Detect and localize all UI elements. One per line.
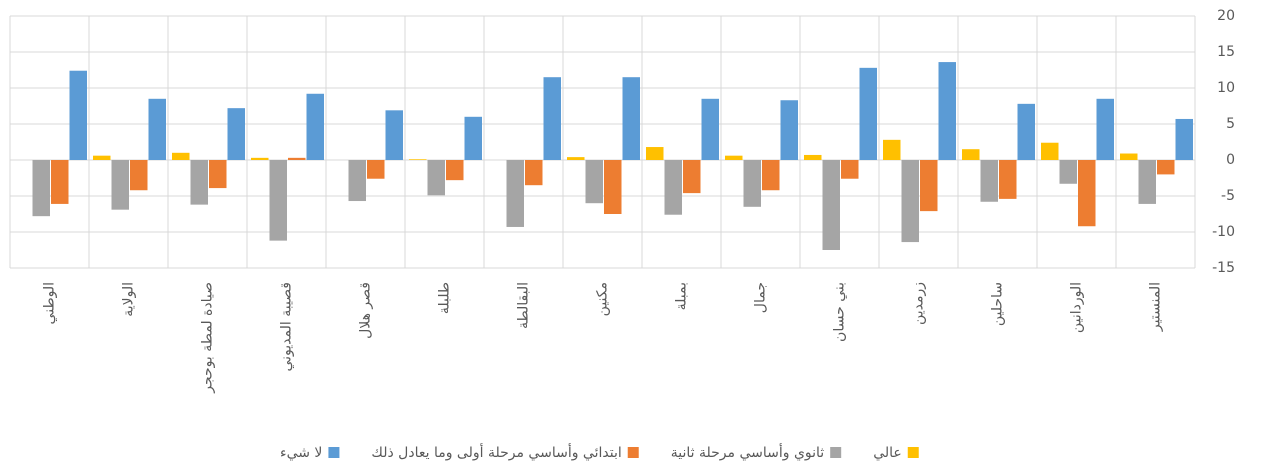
bar xyxy=(822,160,840,250)
bar xyxy=(348,160,366,202)
y-tick-label: 10 xyxy=(1217,80,1235,96)
bar xyxy=(938,62,956,160)
bar xyxy=(1078,160,1096,227)
bar xyxy=(920,160,938,212)
y-tick-label: 0 xyxy=(1226,152,1235,168)
bar xyxy=(172,152,190,160)
x-tick-label: زرمدين xyxy=(911,282,927,325)
x-tick-label: بني حسان xyxy=(832,282,848,342)
bar xyxy=(446,160,464,181)
bar xyxy=(622,77,640,160)
bar xyxy=(427,160,445,196)
legend-label: لا شيء xyxy=(280,445,322,461)
x-tick-label: ساحلين xyxy=(990,282,1006,326)
legend-label: عالي xyxy=(873,445,902,461)
x-tick-label: بمبلة xyxy=(674,282,690,310)
bar xyxy=(683,160,701,194)
bar xyxy=(385,110,403,160)
bar xyxy=(980,160,998,202)
y-tick-label: -5 xyxy=(1221,188,1235,204)
bar xyxy=(664,160,682,215)
bar xyxy=(111,160,129,210)
bar xyxy=(1059,160,1077,184)
x-tick-label: جمال xyxy=(753,282,769,313)
legend-swatch xyxy=(830,447,842,458)
bar xyxy=(780,100,798,160)
bar xyxy=(567,157,585,160)
x-tick-label: الولاية xyxy=(121,282,137,317)
x-tick-label: مكنين xyxy=(595,282,611,316)
y-tick-label: 5 xyxy=(1226,116,1235,132)
bar xyxy=(543,77,561,160)
bar xyxy=(251,157,269,160)
bar xyxy=(148,98,166,160)
bar xyxy=(762,160,780,191)
y-tick-label: -10 xyxy=(1212,224,1235,240)
bar xyxy=(1041,142,1059,160)
bar xyxy=(190,160,208,205)
bar xyxy=(901,160,919,243)
bar xyxy=(962,149,980,160)
bar xyxy=(646,147,664,160)
bar xyxy=(604,160,622,214)
bar xyxy=(69,70,87,160)
bar xyxy=(93,155,111,160)
bar xyxy=(1120,153,1138,160)
y-tick-label: -15 xyxy=(1212,260,1235,276)
bar xyxy=(999,160,1017,199)
bar xyxy=(269,160,287,241)
x-tick-label: صيادة لمطة بوحجر xyxy=(200,282,216,394)
bar xyxy=(1157,160,1175,175)
bar xyxy=(859,67,877,160)
y-tick-label: 15 xyxy=(1217,44,1235,60)
bar xyxy=(288,157,306,160)
bar xyxy=(525,160,543,186)
bar xyxy=(506,160,524,227)
bar xyxy=(701,98,719,160)
bar xyxy=(1175,118,1193,160)
x-tick-label: قصيبة المديوني xyxy=(279,282,295,372)
legend-swatch xyxy=(328,447,340,458)
bar xyxy=(743,160,761,207)
bar xyxy=(367,160,385,179)
bar xyxy=(883,139,901,160)
bar xyxy=(51,160,69,204)
x-tick-label: طلبلة xyxy=(437,282,453,314)
bar xyxy=(1017,103,1035,160)
bar xyxy=(585,160,603,204)
legend-swatch xyxy=(907,447,919,458)
bar xyxy=(32,160,50,217)
x-tick-label: قصر هلال xyxy=(358,282,374,339)
x-tick-label: الوردانين xyxy=(1069,282,1085,333)
legend-swatch xyxy=(627,447,639,458)
x-tick-label: الوطني xyxy=(42,282,58,324)
y-tick-label: 20 xyxy=(1217,8,1235,24)
bar xyxy=(464,116,482,160)
x-tick-label: المنستير xyxy=(1148,282,1164,332)
bar xyxy=(804,154,822,160)
bar xyxy=(841,160,859,179)
bar xyxy=(1138,160,1156,204)
bar xyxy=(1096,98,1114,160)
bar xyxy=(227,108,245,160)
bar xyxy=(130,160,148,191)
bar xyxy=(209,160,227,189)
legend-label: ثانوي وأساسي مرحلة ثانية xyxy=(671,443,825,461)
bar xyxy=(306,93,324,160)
legend-label: ابتدائي وأساسي مرحلة أولى وما يعادل ذلك xyxy=(371,443,621,461)
bar xyxy=(409,159,427,160)
bar xyxy=(725,155,743,160)
x-tick-label: البقالطة xyxy=(516,282,532,329)
